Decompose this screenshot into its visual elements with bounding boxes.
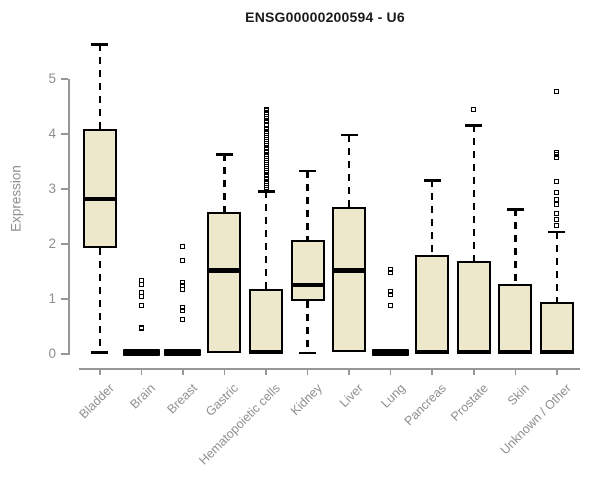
x-tick — [182, 368, 184, 375]
whisker-cap-upper — [465, 124, 483, 127]
chart-title: ENSG00000200594 - U6 — [245, 9, 405, 25]
x-tick — [431, 368, 433, 375]
whisker-cap-upper — [91, 43, 109, 46]
x-tick — [99, 368, 101, 375]
box — [539, 302, 574, 353]
box-collapsed — [164, 348, 202, 356]
whisker-cap-upper — [423, 179, 441, 182]
outlier-point — [554, 201, 560, 207]
median-line — [249, 349, 283, 355]
outlier-point — [180, 316, 186, 322]
outlier-point — [180, 243, 186, 249]
median-line — [290, 282, 325, 287]
outlier-point — [554, 217, 560, 223]
median-line — [498, 349, 533, 355]
outlier-point — [388, 302, 394, 308]
whisker-upper — [514, 209, 517, 284]
x-axis-line — [79, 368, 580, 370]
outlier-point — [180, 283, 186, 289]
outlier-point — [554, 210, 560, 216]
y-tick — [61, 78, 68, 80]
outlier-point — [554, 222, 560, 228]
y-tick-label: 3 — [48, 181, 56, 196]
outlier-point — [180, 257, 186, 263]
y-tick — [61, 133, 68, 135]
median-line — [82, 196, 117, 202]
outlier-point — [388, 269, 394, 275]
x-tick — [348, 368, 350, 375]
y-tick — [61, 353, 68, 355]
whisker-upper — [555, 231, 559, 303]
y-tick — [61, 298, 68, 300]
outlier-point — [388, 292, 394, 298]
box — [332, 206, 367, 353]
whisker-cap-upper — [506, 208, 524, 211]
y-tick-label: 4 — [48, 126, 56, 141]
whisker-upper — [430, 180, 434, 256]
whisker-cap-upper — [548, 230, 566, 234]
median-line — [415, 349, 450, 355]
x-tick — [306, 368, 309, 375]
box — [207, 211, 242, 353]
x-tick — [514, 368, 517, 375]
whisker-cap-upper — [299, 169, 317, 173]
box — [456, 260, 491, 353]
outlier-point — [180, 304, 186, 310]
whisker-lower — [98, 247, 102, 353]
x-tick — [265, 368, 267, 375]
outlier-point — [263, 106, 269, 112]
box — [290, 240, 325, 302]
whisker-cap-upper — [340, 133, 358, 137]
outlier-point — [138, 326, 144, 332]
box — [415, 255, 450, 353]
median-line — [539, 349, 574, 355]
whisker-cap-lower — [299, 351, 317, 355]
outlier-point — [138, 281, 144, 287]
outlier-point — [554, 154, 560, 160]
outlier-point — [180, 286, 186, 292]
outlier-point — [180, 307, 186, 313]
outlier-point — [554, 189, 560, 195]
outlier-point — [138, 303, 144, 309]
box — [249, 288, 283, 354]
outlier-point — [554, 197, 560, 202]
outlier-point — [138, 293, 144, 299]
x-tick — [473, 368, 475, 375]
outlier-point — [471, 107, 477, 113]
box — [498, 283, 533, 353]
y-tick-label: 5 — [48, 71, 56, 86]
y-tick — [61, 188, 68, 190]
whisker-upper — [223, 154, 226, 212]
box-collapsed — [122, 348, 160, 356]
median-line — [207, 268, 242, 273]
outlier-point — [554, 88, 560, 94]
y-axis-line — [68, 78, 70, 355]
whisker-upper — [347, 135, 351, 207]
box-collapsed — [372, 348, 410, 356]
x-tick — [140, 368, 143, 375]
whisker-upper — [472, 125, 475, 261]
median-line — [332, 268, 367, 273]
whisker-cap-lower — [91, 351, 109, 354]
x-tick — [223, 368, 226, 375]
y-tick-label: 2 — [48, 236, 56, 251]
whisker-lower — [306, 301, 309, 353]
whisker-cap-upper — [215, 153, 233, 156]
y-axis-label: Expression — [8, 165, 24, 232]
median-line — [456, 349, 491, 355]
outlier-point — [554, 179, 560, 185]
outlier-point — [388, 289, 394, 295]
x-tick — [556, 368, 558, 375]
x-tick — [389, 368, 392, 375]
whisker-upper — [98, 44, 102, 130]
y-tick-label: 0 — [48, 346, 56, 361]
box — [82, 129, 117, 248]
y-tick-label: 1 — [48, 291, 56, 306]
whisker-upper — [306, 170, 309, 241]
whisker-upper — [264, 191, 268, 289]
y-tick — [61, 243, 68, 245]
